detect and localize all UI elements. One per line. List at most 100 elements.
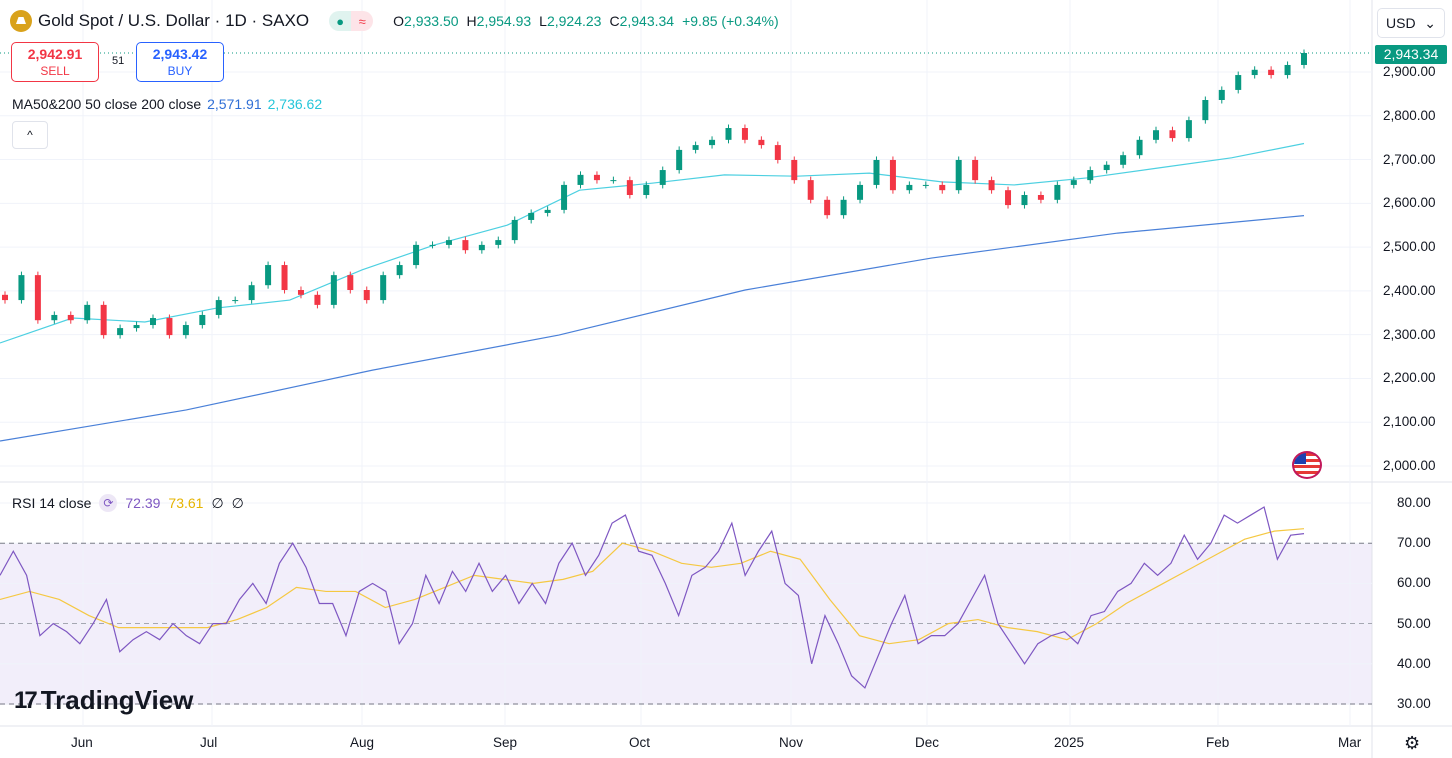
candle-up <box>149 318 156 326</box>
price-tick-label: 2,400.00 <box>1383 282 1436 298</box>
buy-price: 2,943.42 <box>152 46 208 62</box>
change-value: +9.85 (+0.34%) <box>682 13 779 29</box>
price-tick-label: 2,200.00 <box>1383 370 1436 386</box>
rsi-tick-label: 50.00 <box>1397 615 1431 631</box>
candle-up <box>610 180 617 182</box>
rsi-tick-label: 60.00 <box>1397 575 1431 591</box>
candle-up <box>1185 120 1192 139</box>
candle-down <box>1169 130 1176 139</box>
market-status[interactable]: ● ≈ <box>329 11 374 31</box>
candle-up <box>495 240 502 245</box>
rsi-legend-label: RSI 14 close <box>12 495 92 511</box>
candle-up <box>1235 75 1242 90</box>
candle-up <box>1021 195 1028 206</box>
ma200-line <box>0 215 1305 442</box>
rsi-tick-label: 40.00 <box>1397 655 1431 671</box>
candle-up <box>330 275 337 305</box>
candle-up <box>676 149 683 171</box>
candle-up <box>478 244 485 251</box>
rsi-value: 72.39 <box>125 495 161 511</box>
rsi-extra-1: ∅ <box>211 494 224 511</box>
candle-down <box>791 159 798 181</box>
candle-up <box>84 304 91 321</box>
candle-up <box>1218 89 1225 100</box>
candle-up <box>1070 180 1077 185</box>
time-tick-label: Feb <box>1206 735 1230 750</box>
price-tick-label: 2,500.00 <box>1383 239 1436 255</box>
low-value: 2,924.23 <box>546 13 602 29</box>
ma-legend-label: MA50&200 50 close 200 close <box>12 96 202 112</box>
time-tick-label: 2025 <box>1054 735 1085 750</box>
candle-up <box>840 199 847 216</box>
candle-up <box>906 184 913 191</box>
candle-down <box>100 304 107 336</box>
candle-up <box>265 265 272 286</box>
candle-up <box>1136 139 1143 156</box>
candle-down <box>988 180 995 191</box>
brand-name: TradingView <box>40 685 194 715</box>
candle-up <box>709 139 716 146</box>
us-flag-icon[interactable] <box>1292 451 1322 479</box>
collapse-legend-button[interactable]: ^ <box>12 121 48 149</box>
candle-down <box>889 159 896 191</box>
ohlc-values: O2,933.50 H2,954.93 L2,924.23 C2,943.34 … <box>393 13 779 29</box>
candle-up <box>133 325 140 329</box>
candle-up <box>511 219 518 241</box>
candle-down <box>297 290 304 295</box>
candle-up <box>396 265 403 276</box>
time-tick-label: Aug <box>350 735 375 750</box>
chevron-up-icon: ^ <box>27 128 33 142</box>
time-tick-label: Dec <box>915 735 940 750</box>
candle-up <box>873 159 880 185</box>
market-open-dot-icon[interactable]: ● <box>329 11 352 31</box>
candle-up <box>659 170 666 185</box>
rsi-legend[interactable]: RSI 14 close ⟳ 72.39 73.61 ∅ ∅ <box>12 494 244 512</box>
buy-label: BUY <box>167 64 193 78</box>
delayed-data-icon[interactable]: ≈ <box>351 11 374 31</box>
ma200-value: 2,571.91 <box>207 96 262 112</box>
currency-select[interactable]: USD ⌄ <box>1377 8 1445 38</box>
candle-up <box>380 275 387 301</box>
candle-up <box>1284 64 1291 76</box>
rsi-band <box>0 544 1372 705</box>
settings-gear-icon[interactable]: ⚙ <box>1404 733 1421 753</box>
rsi-tick-label: 80.00 <box>1397 495 1431 510</box>
candle-down <box>67 314 74 321</box>
rsi-extra-2: ∅ <box>231 494 244 511</box>
time-tick-label: Jun <box>71 735 93 750</box>
gold-logo-icon <box>10 10 32 32</box>
candle-down <box>363 290 370 301</box>
candle-up <box>643 184 650 196</box>
refresh-icon[interactable]: ⟳ <box>99 494 118 512</box>
candle-up <box>182 325 189 336</box>
candle-down <box>1268 69 1275 76</box>
rsi-tick-label: 30.00 <box>1397 696 1431 711</box>
chevron-down-icon: ⌄ <box>1424 14 1436 31</box>
sell-button[interactable]: 2,942.91 SELL <box>11 42 99 82</box>
candle-up <box>18 275 25 301</box>
candle-up <box>248 285 255 301</box>
high-value: 2,954.93 <box>476 13 532 29</box>
candle-up <box>1103 164 1110 171</box>
candle-up <box>445 240 452 245</box>
candle-down <box>34 275 41 321</box>
close-value: 2,943.34 <box>619 13 675 29</box>
price-tick-label: 2,100.00 <box>1383 414 1436 430</box>
candle-down <box>741 128 748 140</box>
candle-down <box>774 145 781 160</box>
candle-up <box>1054 184 1061 200</box>
symbol-title[interactable]: Gold Spot / U.S. Dollar · 1D · SAXO <box>38 11 310 30</box>
candle-up <box>577 174 584 185</box>
time-tick-label: Oct <box>629 735 651 750</box>
time-tick-label: Nov <box>779 735 804 750</box>
buy-button[interactable]: 2,943.42 BUY <box>136 42 224 82</box>
ma-legend[interactable]: MA50&200 50 close 200 close 2,571.91 2,7… <box>12 96 322 112</box>
candle-down <box>807 180 814 200</box>
rsi-line <box>0 506 1305 689</box>
candle-down <box>166 318 173 336</box>
tradingview-logo: 17 TradingView <box>14 685 193 716</box>
currency-value: USD <box>1386 15 1416 31</box>
candle-up <box>232 300 239 302</box>
open-value: 2,933.50 <box>404 13 459 29</box>
